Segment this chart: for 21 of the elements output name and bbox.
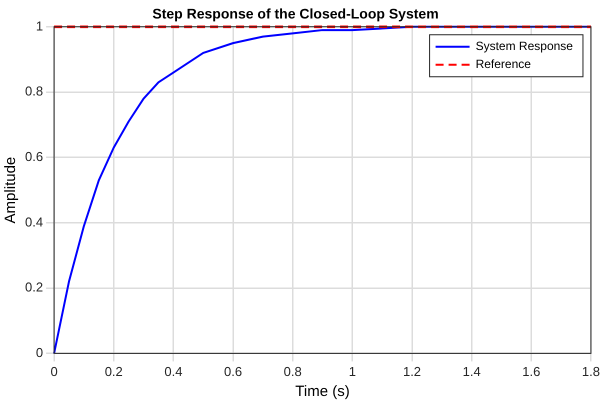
- x-tick-label: 0.6: [224, 364, 242, 379]
- y-tick-label: 0.6: [24, 149, 44, 164]
- x-tick-label: 1.2: [402, 364, 422, 379]
- chart-title: Step Response of the Closed-Loop System: [152, 5, 439, 22]
- legend-label: System Response: [476, 39, 574, 54]
- x-tick-label: 0.4: [164, 364, 182, 379]
- y-tick-label: 0.8: [24, 84, 44, 99]
- x-axis-title: Time (s): [295, 383, 350, 400]
- x-tick-label: 1.4: [462, 364, 481, 379]
- x-tick-label: 0.8: [284, 364, 302, 379]
- y-tick-label: 1: [36, 18, 44, 34]
- y-tick-label: 0: [36, 344, 44, 360]
- x-tick-label: 0: [50, 364, 58, 379]
- y-axis-title: Amplitude: [2, 156, 20, 224]
- x-tick-label: 1.6: [522, 364, 540, 379]
- y-tick-label: 0.2: [24, 280, 44, 295]
- legend-label: Reference: [476, 57, 532, 72]
- x-tick-label: 1: [348, 364, 356, 379]
- y-tick-label: 0.4: [24, 214, 44, 230]
- x-tick-label: 1.8: [582, 364, 600, 379]
- x-tick-label: 0.2: [104, 364, 123, 379]
